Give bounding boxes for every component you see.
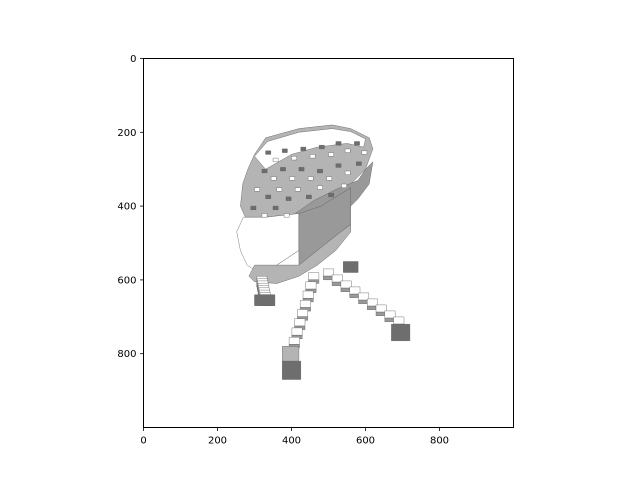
y-tick-label: 0 [130, 54, 136, 65]
back-pattern-voxel [306, 194, 312, 199]
foot-back-left [254, 294, 276, 306]
back-pattern-voxel [341, 183, 347, 188]
back-pattern-voxel [335, 141, 342, 146]
x-tick-label: 0 [140, 436, 146, 447]
back-pattern-voxel [282, 148, 288, 153]
leg-front-left [300, 300, 311, 308]
leg-front-left [302, 290, 314, 299]
back-pattern-voxel [285, 196, 292, 201]
leg-front-left [308, 272, 320, 280]
back-pattern-voxel [270, 176, 277, 181]
x-tick-label: 800 [430, 436, 449, 447]
axes-frame [143, 58, 514, 428]
back-pattern-voxel [326, 176, 332, 181]
back-pattern-voxel [295, 187, 301, 192]
y-axis: 0 200 400 600 800 [117, 54, 144, 360]
back-pattern-voxel [344, 170, 351, 175]
back-pattern-voxel [309, 154, 316, 159]
x-tick-label: 200 [208, 436, 227, 447]
leg-front-left [305, 281, 317, 290]
leg-front-left [294, 318, 306, 327]
leg-right [393, 316, 405, 325]
seat-cushion-top [236, 213, 300, 273]
back-pattern-voxel [261, 168, 268, 174]
foot-front-left-top [282, 346, 300, 362]
back-pattern-voxel [272, 157, 279, 163]
back-pattern-voxel [328, 152, 334, 157]
back-pattern-voxel [361, 150, 368, 155]
back-pattern-voxel [261, 213, 268, 218]
foot-front-left [282, 360, 301, 380]
seat-back-rim [254, 128, 366, 170]
back-pattern-voxel [272, 205, 279, 211]
back-pattern-voxel [344, 148, 351, 153]
leg-back-right-stub [343, 261, 359, 273]
y-tick-label: 600 [117, 275, 136, 286]
back-pattern-voxel [335, 163, 342, 168]
back-pattern-voxel [317, 168, 323, 174]
back-pattern-voxel [250, 205, 257, 211]
back-pattern-voxel [283, 213, 290, 218]
back-pattern-voxel [276, 187, 283, 192]
y-tick-label: 200 [117, 128, 136, 139]
back-pattern-voxel [300, 146, 307, 152]
back-pattern-voxel [328, 192, 334, 198]
back-pattern-voxel [265, 194, 271, 199]
back-pattern-voxel [356, 161, 362, 166]
x-tick-label: 600 [356, 436, 375, 447]
foot-right [391, 324, 411, 341]
back-pattern-voxel [319, 144, 325, 150]
voxel-chair-image [236, 124, 411, 380]
y-tick-label: 400 [117, 202, 136, 213]
back-pattern-voxel [317, 185, 323, 190]
back-pattern-voxel [289, 176, 295, 181]
leg-front-left [288, 337, 300, 345]
back-pattern-voxel [307, 176, 314, 181]
back-pattern-voxel [354, 141, 360, 146]
y-tick-label: 800 [117, 349, 136, 360]
leg-front-left [297, 309, 308, 317]
back-pattern-voxel [265, 150, 271, 155]
leg-front-left [291, 327, 303, 336]
back-pattern-voxel [280, 167, 286, 172]
back-pattern-voxel [254, 187, 260, 192]
x-tick-label: 400 [282, 436, 301, 447]
back-pattern-voxel [298, 167, 305, 172]
back-pattern-voxel [291, 156, 297, 161]
x-axis: 0 200 400 600 800 [140, 427, 449, 447]
